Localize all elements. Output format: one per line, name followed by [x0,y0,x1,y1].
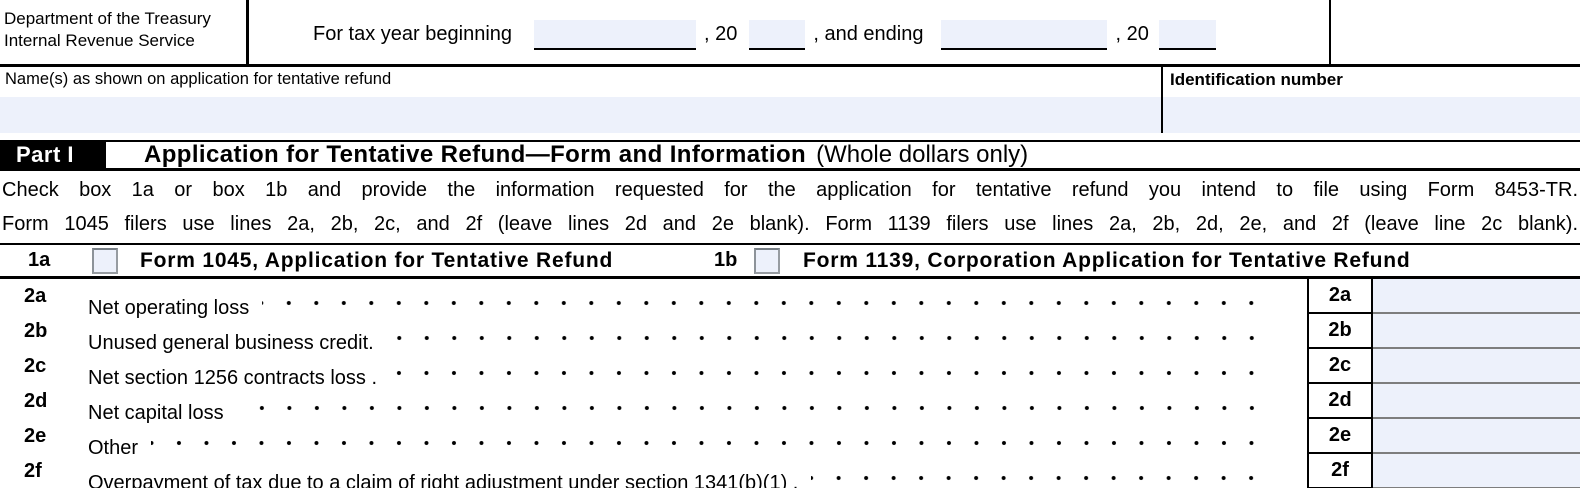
instruction-line2: Form 1045 filers use lines 2a, 2b, 2c, a… [2,213,1578,235]
line-2f-number: 2f [24,460,42,482]
line-2e-row: 2e Other [0,419,1307,459]
entry-row-2e: 2e [1307,419,1580,454]
part1-title-note: (Whole dollars only) [816,141,1029,168]
divider-topright-vertical [1329,0,1331,64]
line-2a-description: Net operating loss [88,297,250,319]
identification-number-input[interactable] [1163,97,1580,133]
line-2d-number: 2d [24,390,48,412]
box-label-2c: 2c [1307,349,1373,384]
rule-under-line1 [0,276,1580,279]
line-2b-description: Unused general business credit. [88,332,374,354]
box-label-2f: 2f [1307,454,1373,488]
line-1b-number: 1b [714,249,738,271]
dot-leader [811,454,1270,488]
line-2b-number: 2b [24,320,48,342]
line-1a-number: 1a [28,249,51,271]
entry-row-2c: 2c [1307,349,1580,384]
box-label-2e: 2e [1307,419,1373,454]
tax-year-20-label-second: , 20 [1115,23,1149,45]
line-2c-description: Net section 1256 contracts loss . [88,367,378,389]
line-2e-number: 2e [24,425,47,447]
amount-input-2f[interactable] [1373,454,1580,488]
agency-line1: Department of the Treasury [4,9,211,28]
entry-row-2a: 2a [1307,279,1580,314]
agency-line2: Internal Revenue Service [4,30,195,50]
name-label: Name(s) as shown on application for tent… [5,70,392,88]
amount-input-2d[interactable] [1373,384,1580,419]
tax-year-beginning-label: For tax year beginning [313,23,513,45]
dot-leader [262,279,1270,314]
instruction-line1: Check box 1a or box 1b and provide the i… [2,179,1578,201]
part1-title: Application for Tentative Refund—Form an… [144,141,807,168]
line-2a-row: 2a Net operating loss [0,279,1307,319]
amount-input-2c[interactable] [1373,349,1580,384]
form-1045-checkbox[interactable] [92,248,118,274]
dot-leader [236,384,1270,419]
line-2d-description: Net capital loss [88,402,224,424]
entry-row-2f: 2f [1307,454,1580,488]
dot-leader [151,419,1270,454]
amount-input-2a[interactable] [1373,279,1580,314]
entry-row-2d: 2d [1307,384,1580,419]
line-2f-row: 2f Overpayment of tax due to a claim of … [0,454,1307,488]
name-input[interactable] [0,97,1161,133]
amount-input-2b[interactable] [1373,314,1580,349]
dot-leader [386,314,1270,349]
part1-badge: Part I [0,142,106,168]
agency-block: Department of the Treasury Internal Reve… [4,8,244,51]
box-label-2d: 2d [1307,384,1373,419]
divider-agency-vertical [246,0,249,64]
amount-input-2e[interactable] [1373,419,1580,454]
tax-year-and-ending-label: , and ending [813,23,924,45]
box-label-2a: 2a [1307,279,1373,314]
line-2e-description: Other [88,437,139,459]
form-1045-label: Form 1045, Application for Tentative Ref… [140,249,614,272]
form-1139-checkbox[interactable] [754,248,780,274]
line-2f-description: Overpayment of tax due to a claim of rig… [88,472,799,488]
identification-number-label: Identification number [1170,70,1343,89]
line-2b-row: 2b Unused general business credit. [0,314,1307,354]
box-label-2b: 2b [1307,314,1373,349]
rule-under-instructions [0,243,1580,245]
line-2-entry-grid: 2a 2b 2c 2d 2e 2f [1307,279,1580,488]
line-2c-number: 2c [24,355,47,377]
part1-header-bar: Part I Application for Tentative Refund—… [0,140,1580,171]
entry-row-2b: 2b [1307,314,1580,349]
line-2c-row: 2c Net section 1256 contracts loss . [0,349,1307,389]
tax-year-line: For tax year beginning , 20 , and ending… [313,16,1216,50]
divider-name-id-vertical [1161,67,1163,133]
tax-year-ending-date-field[interactable] [941,20,1108,50]
line-2d-row: 2d Net capital loss [0,384,1307,424]
dot-leader [390,349,1270,384]
tax-year-20-label-first: , 20 [704,23,738,45]
form-1139-label: Form 1139, Corporation Application for T… [803,249,1411,272]
tax-year-beginning-year-field[interactable] [749,20,806,50]
tax-year-beginning-date-field[interactable] [534,20,697,50]
tax-year-ending-year-field[interactable] [1158,20,1216,50]
line-2a-number: 2a [24,285,47,307]
rule-under-header [0,64,1580,67]
line-1-row: 1a Form 1045, Application for Tentative … [0,245,1580,276]
